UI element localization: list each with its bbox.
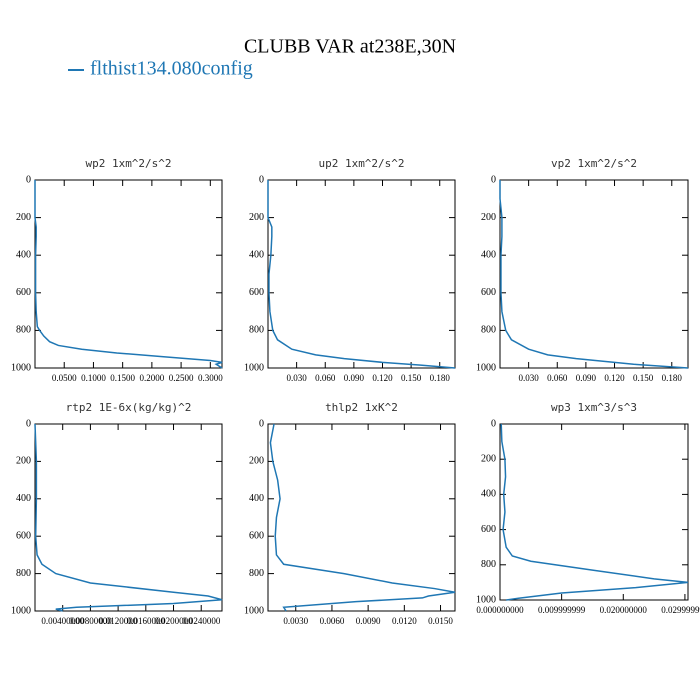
y-tick-label: 400 xyxy=(481,249,496,260)
profile-line xyxy=(499,180,689,369)
y-tick-label: 400 xyxy=(249,249,264,260)
x-tick-label: 0.0150 xyxy=(428,616,453,626)
x-tick-label: 0.150 xyxy=(401,373,422,383)
y-tick-label: 600 xyxy=(16,530,31,541)
x-tick-label: 0.060 xyxy=(315,373,336,383)
x-tick-label: 0.0060 xyxy=(320,616,345,626)
plot-frame xyxy=(34,423,223,612)
x-tick-label: 0.0120000 xyxy=(99,616,138,626)
x-tick-label: 0.009999999 xyxy=(538,605,586,615)
x-tick-label: 0.029999999 xyxy=(661,605,700,615)
y-tick-label: 0 xyxy=(26,174,31,185)
panel-title: thlp2 1xK^2 xyxy=(325,401,398,414)
x-tick-label: 0.090 xyxy=(344,373,365,383)
legend-label: flthist134.080config xyxy=(90,58,253,80)
y-tick-label: 600 xyxy=(249,287,264,298)
x-tick-label: 0.120 xyxy=(372,373,393,383)
x-tick-label: 0.00800000 xyxy=(69,616,112,626)
x-tick-label: 0.2500 xyxy=(169,373,194,383)
x-tick-label: 0.0090 xyxy=(356,616,381,626)
y-tick-label: 0 xyxy=(26,418,31,429)
y-tick-label: 1000 xyxy=(244,362,264,373)
plot-frame xyxy=(267,423,456,612)
x-tick-label: 0.3000 xyxy=(198,373,223,383)
y-tick-label: 400 xyxy=(16,493,31,504)
y-tick-label: 200 xyxy=(16,212,31,223)
x-tick-label: 0.020000000 xyxy=(600,605,648,615)
y-tick-label: 1000 xyxy=(476,594,496,605)
plot-frame xyxy=(34,179,223,369)
x-tick-label: 0.030 xyxy=(286,373,307,383)
plot-frame xyxy=(499,423,689,601)
y-tick-label: 800 xyxy=(481,325,496,336)
x-tick-label: 0.180 xyxy=(430,373,451,383)
x-tick-label: 0.0120 xyxy=(392,616,417,626)
panel-title: up2 1xm^2/s^2 xyxy=(318,157,404,170)
plot-frame xyxy=(267,179,456,369)
y-tick-label: 200 xyxy=(481,453,496,464)
y-tick-label: 0 xyxy=(491,174,496,185)
y-tick-label: 800 xyxy=(249,325,264,336)
panel-title: rtp2 1E-6x(kg/kg)^2 xyxy=(66,401,192,414)
panel-title: wp2 1xm^2/s^2 xyxy=(85,157,171,170)
x-tick-label: 0.150 xyxy=(633,373,654,383)
x-tick-label: 0.180 xyxy=(662,373,683,383)
y-tick-label: 800 xyxy=(249,568,264,579)
y-tick-label: 1000 xyxy=(11,605,31,616)
profile-line xyxy=(34,423,223,612)
plot-frame xyxy=(499,179,689,369)
y-tick-label: 800 xyxy=(16,325,31,336)
y-tick-label: 200 xyxy=(481,212,496,223)
panel-title: wp3 1xm^3/s^3 xyxy=(551,401,637,414)
x-tick-label: 0.0160000 xyxy=(127,616,166,626)
profile-line xyxy=(269,423,456,612)
y-tick-label: 200 xyxy=(249,456,264,467)
y-tick-label: 0 xyxy=(259,174,264,185)
x-tick-label: 0.1500 xyxy=(110,373,135,383)
x-tick-label: 0.120 xyxy=(604,373,625,383)
y-tick-label: 800 xyxy=(16,568,31,579)
y-tick-label: 200 xyxy=(16,456,31,467)
y-tick-label: 600 xyxy=(16,287,31,298)
x-tick-label: 0.00400000 xyxy=(41,616,84,626)
profile-line xyxy=(267,180,456,369)
x-tick-label: 0.0200000 xyxy=(154,616,193,626)
x-tick-label: 0.0500 xyxy=(52,373,77,383)
y-tick-label: 400 xyxy=(481,489,496,500)
y-tick-label: 1000 xyxy=(476,362,496,373)
y-tick-label: 0 xyxy=(491,418,496,429)
profile-line xyxy=(34,180,223,369)
y-tick-label: 600 xyxy=(249,530,264,541)
y-tick-label: 600 xyxy=(481,287,496,298)
y-tick-label: 200 xyxy=(249,212,264,223)
panel-title: vp2 1xm^2/s^2 xyxy=(551,157,637,170)
figure-title: CLUBB VAR at238E,30N xyxy=(244,36,456,58)
y-tick-label: 600 xyxy=(481,524,496,535)
y-tick-label: 0 xyxy=(259,418,264,429)
y-tick-label: 400 xyxy=(16,249,31,260)
x-tick-label: 0.1000 xyxy=(81,373,106,383)
x-tick-label: 0.0240000 xyxy=(182,616,221,626)
x-tick-label: 0.030 xyxy=(519,373,540,383)
profile-line xyxy=(500,423,689,601)
y-tick-label: 800 xyxy=(481,559,496,570)
y-tick-label: 400 xyxy=(249,493,264,504)
x-tick-label: 0.000000000 xyxy=(476,605,524,615)
y-tick-label: 1000 xyxy=(244,605,264,616)
x-tick-label: 0.2000 xyxy=(140,373,165,383)
y-tick-label: 1000 xyxy=(11,362,31,373)
x-tick-label: 0.090 xyxy=(576,373,597,383)
x-tick-label: 0.060 xyxy=(547,373,568,383)
x-tick-label: 0.0030 xyxy=(283,616,308,626)
